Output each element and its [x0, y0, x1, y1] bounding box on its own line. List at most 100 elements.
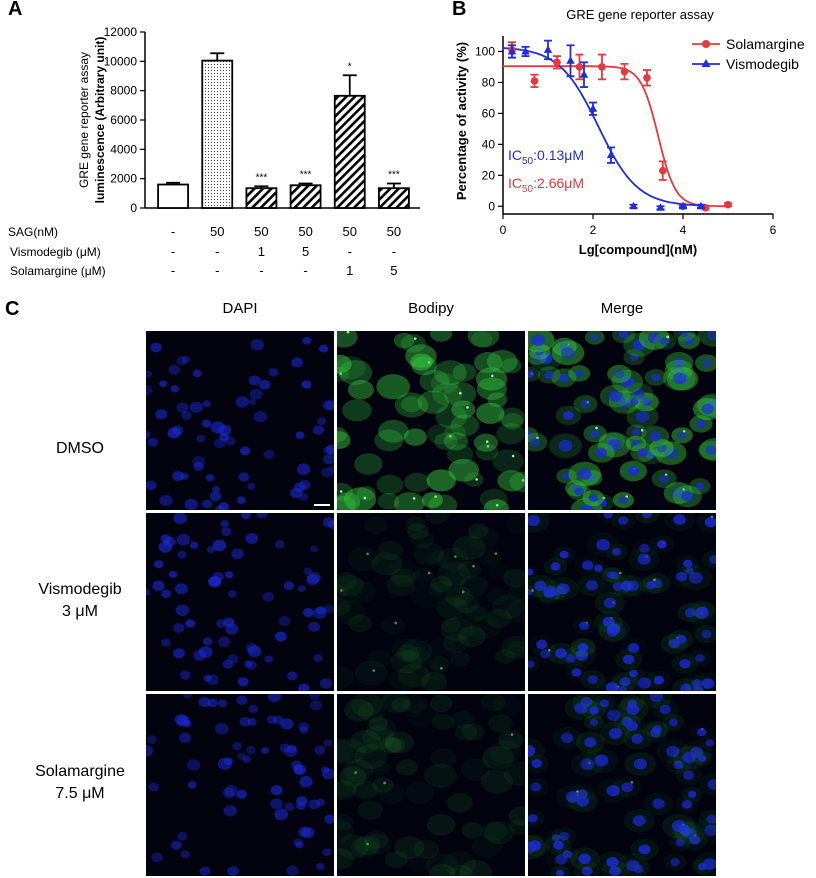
cell-nucleus — [590, 333, 599, 341]
cell-cytoplasm — [427, 550, 449, 567]
y-tick-label: 80 — [482, 75, 496, 89]
cell-nucleus — [306, 572, 321, 584]
cell-nucleus — [177, 831, 188, 841]
cell-nucleus — [239, 446, 251, 456]
cell-nucleus — [575, 649, 589, 661]
condition-value: 50 — [298, 224, 312, 239]
cell-cytoplasm — [430, 372, 459, 394]
cell-nucleus — [224, 757, 234, 766]
lipid-droplet — [346, 331, 350, 334]
lipid-droplet — [440, 666, 443, 670]
cell-nucleus — [577, 468, 592, 480]
cell-nucleus — [237, 752, 246, 760]
cell-cytoplasm — [413, 542, 444, 566]
ic50-label-vismodegib: IC50:0.13μM — [508, 147, 584, 167]
cell-cytoplasm — [337, 331, 358, 348]
row-label-line1: Vismodegib — [38, 581, 122, 598]
cell-cytoplasm — [354, 660, 388, 686]
data-point — [620, 67, 629, 76]
condition-value: 50 — [210, 224, 224, 239]
micrograph-image — [146, 336, 334, 510]
cell-cytoplasm — [493, 695, 522, 716]
micrograph-dmso-dapi — [146, 331, 334, 510]
cell-nucleus — [620, 375, 634, 388]
x-tick-label: 6 — [770, 223, 777, 237]
cell-nucleus — [146, 430, 151, 439]
cell-cytoplasm — [372, 776, 394, 793]
data-point — [543, 45, 553, 53]
lipid-droplet — [653, 578, 656, 582]
bar — [333, 94, 366, 209]
cell-cytoplasm — [469, 615, 501, 640]
cell-nucleus — [148, 782, 160, 792]
condition-value: - — [303, 263, 307, 278]
cell-cytoplasm — [410, 530, 435, 548]
bar-chart: 0 2000 4000 6000 8000 10000 12000 GRE gene repo… — [8, 25, 420, 278]
cell-nucleus — [673, 357, 686, 368]
cell-cytoplasm — [384, 737, 406, 753]
cell-nucleus — [689, 835, 701, 845]
cell-nucleus — [638, 844, 651, 855]
cell-cytoplasm — [461, 723, 485, 741]
cell-cytoplasm — [454, 724, 478, 742]
cell-nucleus — [565, 790, 580, 803]
cell-cytoplasm — [337, 738, 354, 764]
cell-nucleus — [322, 400, 334, 411]
cell-nucleus — [528, 430, 533, 439]
cell-cytoplasm — [354, 835, 381, 855]
cell-nucleus — [607, 439, 622, 451]
micrograph-solamargine-merge — [528, 694, 716, 876]
cell-cytoplasm — [436, 596, 468, 620]
cell-nucleus — [248, 704, 259, 714]
cell-cytoplasm — [528, 738, 545, 764]
cell-cytoplasm — [413, 839, 440, 860]
cell-cytoplasm — [485, 608, 512, 628]
cell-nucleus — [603, 597, 617, 609]
cell-nucleus — [673, 760, 684, 770]
micrograph-image — [528, 331, 716, 510]
cell-nucleus — [155, 409, 168, 420]
cell-nucleus — [160, 638, 171, 647]
cell-cytoplasm — [337, 597, 351, 617]
cell-cytoplasm — [503, 761, 525, 786]
cell-nucleus — [189, 401, 203, 413]
cell-nucleus — [559, 831, 570, 841]
cell-cytoplasm — [337, 572, 358, 591]
cell-nucleus — [673, 514, 686, 526]
cell-cytoplasm — [508, 806, 525, 826]
cell-nucleus — [675, 571, 688, 582]
cell-cytoplasm — [449, 651, 470, 667]
cell-nucleus — [180, 850, 190, 859]
cell-nucleus — [274, 540, 285, 549]
cell-nucleus — [302, 336, 312, 345]
cell-nucleus — [309, 545, 319, 553]
cell-nucleus — [291, 357, 304, 368]
cell-nucleus — [293, 764, 307, 776]
bar — [245, 187, 278, 209]
cell-nucleus — [210, 421, 225, 434]
cell-nucleus — [579, 621, 590, 630]
row-label-solamargine: Solamargine 7.5 μM — [10, 761, 150, 805]
cell-nucleus — [594, 754, 609, 767]
cell-cytoplasm — [337, 848, 354, 870]
y-tick-label: 0 — [130, 201, 137, 215]
cell-cytoplasm — [402, 646, 432, 669]
cell-cytoplasm — [461, 822, 484, 839]
cell-nucleus — [531, 759, 542, 769]
cell-cytoplasm — [451, 400, 476, 419]
cell-nucleus — [196, 434, 206, 443]
cell-nucleus — [314, 745, 326, 755]
cell-nucleus — [245, 642, 258, 653]
cell-nucleus — [698, 606, 708, 615]
cell-nucleus — [146, 385, 153, 396]
row-label-line1: DMSO — [56, 440, 104, 457]
cell-cytoplasm — [428, 581, 449, 597]
cell-cytoplasm — [460, 575, 488, 597]
cell-cytoplasm — [376, 374, 410, 400]
scale-bar — [314, 504, 330, 506]
cell-cytoplasm — [388, 668, 419, 691]
cell-cytoplasm — [425, 513, 449, 524]
cell-nucleus — [184, 498, 199, 510]
cell-cytoplasm — [434, 432, 458, 451]
cell-nucleus — [683, 827, 697, 839]
